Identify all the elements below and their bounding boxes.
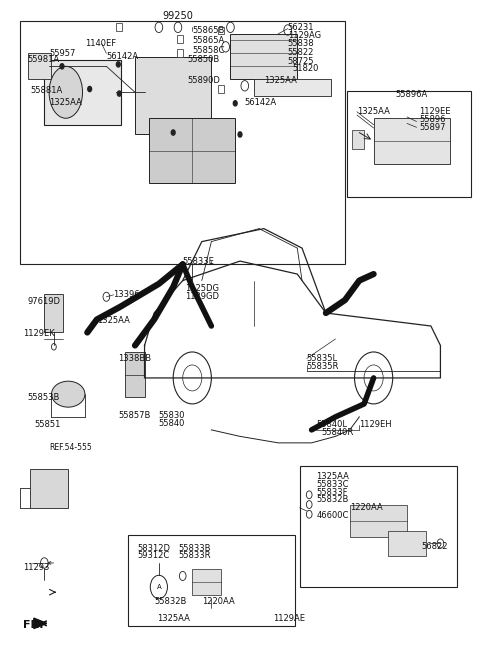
Text: 55832B: 55832B [154, 597, 186, 606]
Text: 55838: 55838 [288, 39, 314, 48]
Text: 55833E: 55833E [183, 257, 215, 265]
Text: 55851: 55851 [35, 420, 61, 429]
Bar [230, 34, 297, 80]
Text: 55853B: 55853B [28, 393, 60, 402]
Text: 13396: 13396 [114, 290, 140, 299]
Bar [44, 60, 120, 125]
Circle shape [117, 91, 121, 96]
Bar [348, 91, 471, 198]
Text: 55865A: 55865A [192, 36, 225, 45]
Bar [350, 505, 407, 537]
Text: FR.: FR. [23, 619, 43, 630]
Text: 55833C: 55833C [316, 480, 349, 489]
Text: 58725: 58725 [288, 57, 314, 66]
Bar [44, 293, 63, 333]
Text: 55835R: 55835R [307, 362, 339, 371]
Text: 55822: 55822 [288, 48, 314, 57]
Text: 1325AA: 1325AA [316, 472, 349, 481]
Circle shape [116, 62, 120, 67]
Text: 55840L: 55840L [316, 420, 348, 429]
Text: 46600C: 46600C [316, 511, 349, 520]
Bar [21, 21, 345, 264]
Bar [254, 80, 331, 96]
Polygon shape [34, 618, 47, 629]
Text: 55858C: 55858C [192, 46, 225, 55]
Text: 1325AA: 1325AA [49, 98, 82, 106]
Text: 55865B: 55865B [192, 26, 225, 35]
Text: 11293: 11293 [23, 563, 49, 572]
Text: 51820: 51820 [292, 65, 319, 74]
Text: 1325AA: 1325AA [264, 76, 297, 85]
Text: 55857B: 55857B [118, 411, 151, 420]
Text: REF.54-555: REF.54-555 [49, 443, 92, 452]
Bar [116, 23, 122, 31]
Text: 55897: 55897 [419, 123, 445, 132]
Text: A: A [156, 584, 161, 590]
Text: 55896: 55896 [419, 115, 445, 124]
Text: 97619D: 97619D [28, 297, 60, 306]
Bar [28, 53, 51, 80]
Bar [178, 35, 183, 43]
Text: 59312C: 59312C [137, 552, 169, 560]
Text: 55850B: 55850B [188, 55, 220, 64]
Bar [125, 352, 144, 398]
Text: 55840: 55840 [159, 419, 185, 428]
Text: 1129EE: 1129EE [419, 108, 450, 116]
Text: 58312D: 58312D [137, 544, 170, 552]
Text: 1129GD: 1129GD [185, 292, 219, 301]
Text: 1220AA: 1220AA [350, 503, 383, 512]
Circle shape [60, 64, 64, 69]
Text: 1129EK: 1129EK [23, 329, 55, 338]
Text: 55840R: 55840R [321, 428, 353, 437]
Text: 56231: 56231 [288, 23, 314, 32]
Bar [128, 535, 295, 626]
Text: 1125DG: 1125DG [185, 284, 219, 293]
Text: 1129AE: 1129AE [274, 614, 305, 623]
Text: 56142A: 56142A [245, 98, 277, 106]
Text: 55896A: 55896A [395, 90, 427, 98]
Text: 1338BB: 1338BB [118, 354, 151, 363]
Bar [373, 118, 450, 164]
Bar [352, 130, 364, 149]
Bar [135, 57, 211, 134]
Bar [30, 469, 68, 508]
Text: 55890D: 55890D [188, 76, 220, 85]
Text: 55881A: 55881A [30, 86, 62, 95]
Bar [218, 27, 224, 35]
Bar [388, 531, 426, 556]
Text: 55830: 55830 [159, 411, 185, 420]
Text: 1325AA: 1325AA [97, 316, 130, 325]
Text: 1220AA: 1220AA [202, 597, 235, 606]
Bar [218, 85, 224, 93]
Text: 1129AG: 1129AG [288, 31, 321, 40]
Text: 99250: 99250 [163, 10, 193, 21]
Text: 55832B: 55832B [316, 496, 349, 505]
Circle shape [88, 87, 92, 92]
Text: 1325AA: 1325AA [157, 614, 190, 623]
Text: 55833R: 55833R [178, 552, 210, 560]
Text: 1325AA: 1325AA [357, 108, 390, 116]
Circle shape [238, 132, 242, 137]
Circle shape [233, 100, 237, 106]
Bar [300, 466, 457, 587]
Text: 1140EF: 1140EF [85, 39, 116, 48]
Text: 55957: 55957 [49, 49, 75, 58]
Text: 55833B: 55833B [178, 544, 210, 552]
Text: 1129EH: 1129EH [360, 420, 392, 429]
Bar [178, 50, 183, 57]
Text: 55981A: 55981A [28, 55, 60, 65]
Text: 55833F: 55833F [316, 488, 348, 497]
Text: 56822: 56822 [421, 542, 448, 551]
Bar [149, 118, 235, 183]
Ellipse shape [49, 67, 83, 118]
Ellipse shape [51, 381, 85, 407]
Text: 56142A: 56142A [107, 52, 139, 61]
Bar [192, 569, 221, 595]
Text: 55835L: 55835L [307, 354, 338, 363]
Circle shape [171, 130, 175, 135]
